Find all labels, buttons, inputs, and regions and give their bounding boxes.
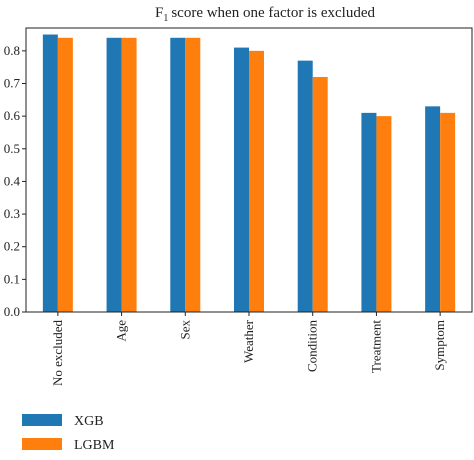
bar-xgb-condition — [297, 60, 313, 312]
y-tick-label: 0.5 — [4, 141, 20, 156]
legend-swatch-xgb — [22, 414, 62, 426]
x-tick-label: Condition — [305, 320, 320, 373]
y-tick-label: 0.4 — [4, 173, 21, 188]
bar-xgb-no-excluded — [42, 34, 58, 312]
y-tick-label: 0.3 — [4, 206, 20, 221]
x-tick-label: Sex — [177, 320, 192, 340]
bar-lgbm-condition — [312, 76, 328, 312]
legend-label-xgb: XGB — [74, 414, 104, 429]
bar-xgb-weather — [234, 47, 249, 312]
x-tick-label: Symptom — [432, 320, 447, 371]
legend-swatch-lgbm — [22, 438, 62, 450]
x-tick-label: Treatment — [368, 320, 383, 373]
chart-title: F1 score when one factor is excluded — [155, 5, 376, 24]
bar-lgbm-treatment — [376, 116, 392, 312]
title-text: score when one factor is excluded — [171, 5, 375, 21]
x-tick-label: Age — [114, 320, 129, 342]
y-tick-label: 0.6 — [4, 108, 21, 123]
x-tick-label: Weather — [241, 319, 256, 363]
bar-lgbm-weather — [249, 50, 264, 312]
title-subscript: 1 — [163, 13, 168, 24]
title-symbol: F — [155, 5, 163, 21]
bar-lgbm-no-excluded — [57, 37, 73, 313]
y-tick-label: 0.2 — [4, 239, 20, 254]
bar-lgbm-age — [121, 37, 137, 313]
bar-lgbm-symptom — [440, 112, 456, 312]
bars-group — [42, 34, 456, 313]
legend-label-lgbm: LGBM — [74, 438, 115, 453]
y-tick-label: 0.1 — [4, 271, 20, 286]
x-tick-label: No excluded — [50, 320, 65, 387]
bar-xgb-treatment — [361, 112, 377, 312]
plot-frame — [25, 27, 473, 313]
bar-xgb-symptom — [425, 106, 441, 313]
y-tick-label: 0.7 — [4, 75, 21, 90]
bar-xgb-sex — [170, 37, 186, 313]
bar-lgbm-sex — [185, 37, 201, 313]
y-tick-label: 0.8 — [4, 43, 20, 58]
axes-group: No excluded Age Sex Weather Condition Treatme… — [4, 27, 473, 387]
legend: XGB LGBM — [22, 414, 115, 453]
bar-xgb-age — [106, 37, 122, 313]
y-tick-label: 0.0 — [4, 304, 20, 319]
